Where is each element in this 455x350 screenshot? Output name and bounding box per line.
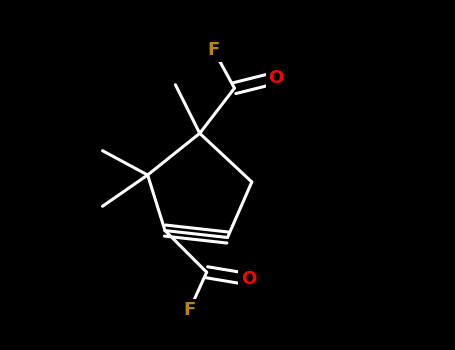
Text: F: F (183, 301, 196, 320)
Text: F: F (207, 41, 220, 59)
Text: O: O (241, 270, 256, 288)
Text: O: O (268, 69, 284, 87)
